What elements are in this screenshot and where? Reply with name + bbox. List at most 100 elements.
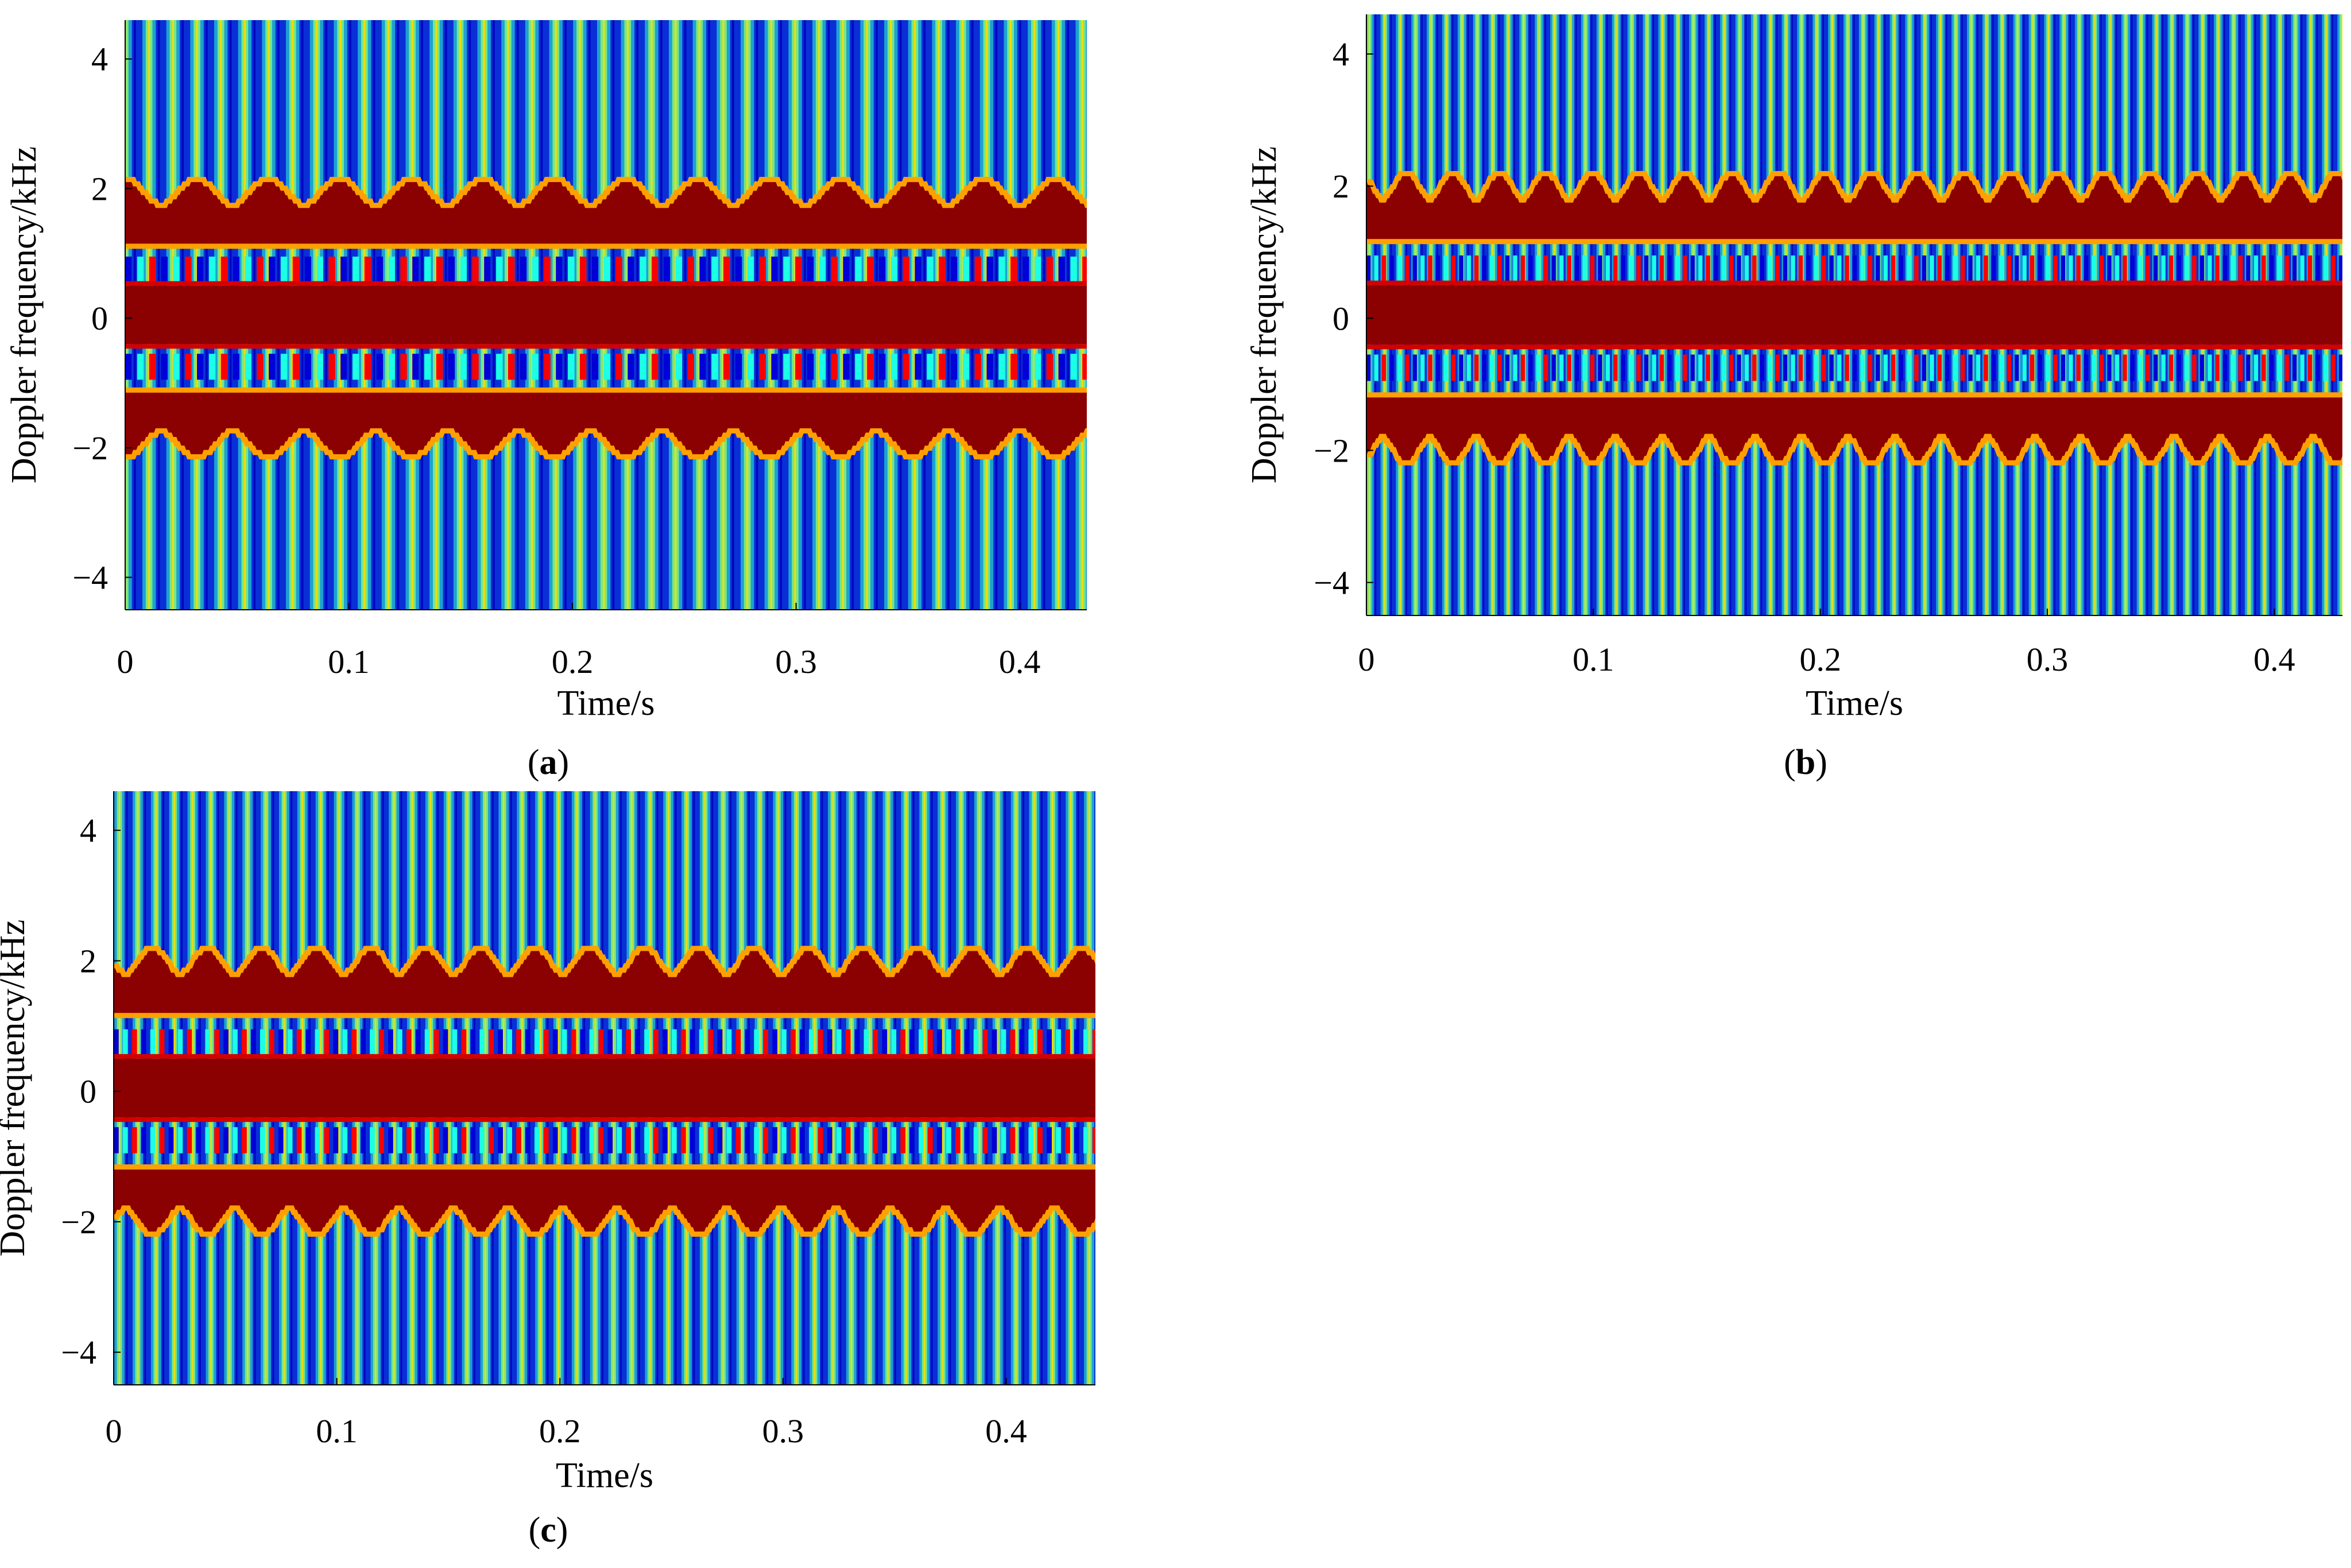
mixed-cell: [1876, 255, 1880, 282]
x-tick-label: 0.2: [552, 643, 594, 680]
mixed-cell: [663, 1029, 668, 1056]
mixed-cell: [149, 354, 156, 380]
mixed-cell: [891, 1127, 897, 1153]
mixed-cell: [1520, 354, 1525, 381]
mixed-cell: [1829, 354, 1834, 381]
mixed-cell: [950, 354, 958, 380]
mixed-cell: [516, 1127, 521, 1153]
mixed-cell: [1922, 255, 1927, 282]
mixed-cell: [269, 1127, 274, 1153]
mixed-cell: [460, 256, 467, 283]
mixed-cell: [1381, 354, 1386, 381]
mixed-cell: [257, 256, 264, 283]
mixed-cell: [962, 354, 970, 380]
caption-open-paren: (: [529, 1511, 541, 1550]
mixed-cell: [2084, 354, 2089, 381]
mixed-cell: [2215, 354, 2220, 381]
mixed-cell: [1520, 255, 1525, 282]
mixed-cell: [141, 1029, 146, 1056]
mixed-cell: [269, 354, 276, 380]
mixed-cell: [915, 354, 921, 380]
mixed-cell: [1999, 354, 2004, 381]
mixed-cell: [986, 256, 993, 283]
mixed-cell: [873, 1029, 878, 1056]
mixed-cell: [2207, 255, 2212, 282]
mixed-cell: [1412, 354, 1417, 381]
mixed-cell: [370, 1127, 375, 1153]
mixed-cell: [150, 1127, 156, 1153]
mixed-cell: [1690, 255, 1695, 282]
mixed-cell: [982, 1029, 988, 1056]
mixed-cell: [1922, 354, 1927, 381]
mixed-cell: [1428, 354, 1432, 381]
panel-c: −4 −2 0 2 4 0 0.1 0.2 0.3 0.4 Time/s Doppler freque…: [0, 791, 1095, 1550]
panel-a: −4 −2 0 2 4 0 0.1 0.2 0.3 0.4 Time/s Doppler freque…: [5, 20, 1137, 782]
mixed-cell: [532, 354, 539, 380]
mixed-cell: [1028, 1127, 1034, 1153]
mixed-cell: [251, 1127, 256, 1153]
mixed-cell: [854, 1127, 860, 1153]
panel-caption: (c): [529, 1511, 568, 1550]
mixed-cell: [352, 354, 359, 380]
x-tick-label: 0.4: [985, 1412, 1027, 1450]
oscillating-band-upper: [114, 951, 1095, 1013]
caption-open-paren: (: [1784, 743, 1796, 782]
y-tick-label: 0: [1333, 300, 1349, 337]
mixed-cell: [1621, 255, 1625, 282]
mixed-cell: [552, 1127, 558, 1153]
mixed-cell: [998, 256, 1005, 283]
mixed-cell: [114, 1029, 119, 1056]
mixed-cell: [1652, 354, 1656, 381]
mixed-cell: [717, 1029, 723, 1056]
mixed-cell: [831, 256, 838, 283]
mixed-cell: [1729, 354, 1734, 381]
mixed-cell: [1690, 354, 1695, 381]
mixed-cell: [680, 1029, 686, 1056]
mixed-cell: [507, 1127, 512, 1153]
mixed-cell: [690, 1029, 695, 1056]
mixed-cell: [1868, 255, 1873, 282]
mixed-cell: [843, 256, 850, 283]
mixed-cell: [1536, 354, 1541, 381]
mixed-cell: [1074, 1029, 1079, 1056]
mixed-cell: [745, 1029, 750, 1056]
mixed-cell: [1906, 354, 1911, 381]
mixed-cell: [2307, 255, 2313, 282]
mixed-cell: [1474, 354, 1479, 381]
mixed-cell: [836, 1029, 842, 1056]
mixed-cell: [333, 1127, 339, 1153]
mixed-cell: [187, 1029, 192, 1056]
mixed-cell: [415, 1029, 421, 1056]
mixed-cell: [2130, 255, 2135, 282]
mixed-cell: [259, 1029, 265, 1056]
mixed-cell: [900, 1127, 906, 1153]
mixed-cell: [461, 1127, 467, 1153]
mixed-cell: [723, 256, 730, 283]
mixed-cell: [1721, 255, 1726, 282]
mixed-cell: [1420, 354, 1425, 381]
mixed-cell: [2253, 255, 2259, 282]
mixed-cell: [149, 256, 156, 283]
mixed-cell: [1497, 354, 1502, 381]
mixed-cell: [867, 354, 874, 380]
mixed-cell: [819, 256, 826, 283]
mixed-cell: [1389, 255, 1394, 282]
mixed-cell: [1767, 354, 1772, 381]
mixed-cell: [2015, 354, 2019, 381]
mixed-cell: [1806, 255, 1811, 282]
mixed-cell: [1582, 255, 1587, 282]
mixed-cell: [955, 1029, 960, 1056]
mixed-cell: [1961, 354, 1965, 381]
y-tick-label: −2: [61, 1203, 96, 1241]
mixed-cell: [2323, 255, 2328, 282]
flash-stripe-glow: [1124, 20, 1137, 610]
mixed-cell: [1737, 354, 1741, 381]
mixed-cell: [496, 256, 503, 283]
mixed-cell: [2199, 255, 2205, 282]
mixed-cell: [484, 256, 491, 283]
mixed-cell: [2277, 354, 2282, 381]
mixed-cell: [2161, 255, 2166, 282]
central-band: [114, 1058, 1095, 1118]
mixed-cell: [928, 1029, 933, 1056]
mixed-cell: [177, 1029, 183, 1056]
